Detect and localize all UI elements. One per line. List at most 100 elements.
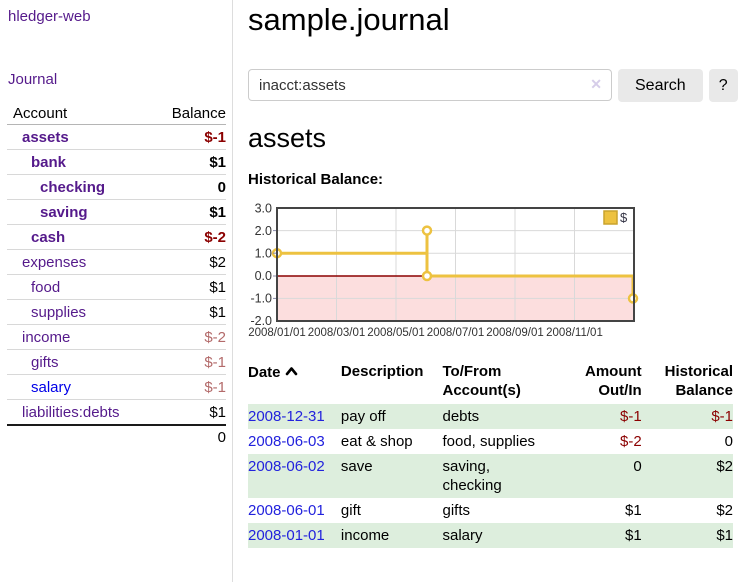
header-amount-outin: Amount Out/In [561, 360, 642, 404]
y-tick-label: 1.0 [255, 247, 272, 261]
y-tick-label: 3.0 [255, 202, 272, 216]
account-balance: $-1 [204, 378, 226, 396]
transaction-amount: $-1 [619, 408, 642, 425]
transaction-date-link[interactable]: 2008-06-03 [248, 433, 325, 450]
transaction-accounts: salary [442, 527, 483, 544]
legend-swatch [603, 210, 618, 225]
account-column-header: Account [13, 104, 68, 122]
search-input-wrap: ✕ [248, 69, 612, 101]
y-axis-labels: 3.0 2.0 1.0 0.0 -1.0 -2.0 [250, 202, 272, 328]
account-link-assets[interactable]: assets [22, 128, 69, 146]
header-date[interactable]: Date [248, 360, 341, 404]
account-link-supplies[interactable]: supplies [31, 303, 87, 321]
header-balance-line2: Balance [675, 382, 733, 399]
chart-legend: $ [603, 210, 628, 225]
header-tofrom-line2: Account(s) [442, 382, 521, 399]
header-description-label: Description [340, 363, 424, 380]
sidebar-item-journal[interactable]: Journal [8, 71, 58, 88]
account-balance: $-2 [204, 328, 226, 346]
account-link-expenses[interactable]: expenses [22, 253, 87, 271]
account-row: checking 0 [7, 175, 226, 200]
clear-search-icon[interactable]: ✕ [590, 76, 602, 92]
data-point [421, 270, 433, 282]
x-tick-label: 2008/05/01 [367, 327, 425, 339]
transaction-balance: $2 [716, 502, 733, 519]
account-balance: $1 [209, 203, 226, 221]
x-tick-label: 2008/07/01 [427, 327, 485, 339]
register-row: 2008-06-01 gift gifts $1 $2 [248, 498, 733, 523]
balance-column-header: Balance [171, 104, 226, 122]
account-balance: $1 [209, 153, 226, 171]
search-input[interactable] [248, 69, 612, 101]
header-tofrom-line1: To/From [442, 363, 502, 380]
transaction-amount: $1 [624, 527, 642, 544]
search-button[interactable]: Search [618, 69, 703, 102]
register-row: 2008-12-31 pay off debts $-1 $-1 [248, 404, 733, 429]
account-balance: $-1 [204, 353, 226, 371]
y-tick-label: 0.0 [255, 269, 272, 283]
header-amount-line1: Amount [585, 363, 642, 380]
account-link-bank[interactable]: bank [31, 153, 67, 171]
transaction-amount: $1 [624, 502, 642, 519]
transaction-description: pay off [340, 408, 386, 425]
account-balance: $2 [209, 253, 226, 271]
transaction-accounts: debts [442, 408, 480, 425]
account-row: food $1 [7, 275, 226, 300]
search-form: ✕ Search ? [248, 69, 738, 102]
transaction-amount: 0 [633, 458, 642, 475]
page-title: sample.journal [248, 2, 450, 37]
transaction-date-link[interactable]: 2008-01-01 [248, 527, 325, 544]
header-amount-line2: Out/In [598, 382, 642, 399]
register-row: 2008-06-02 save saving, checking 0 $2 [248, 454, 733, 498]
account-balance: $-1 [204, 128, 226, 146]
transaction-balance: $2 [716, 458, 733, 475]
account-row: gifts $-1 [7, 350, 226, 375]
account-link-checking[interactable]: checking [40, 178, 106, 196]
account-row: assets $-1 [7, 125, 226, 150]
account-link-gifts[interactable]: gifts [31, 353, 59, 371]
transaction-balance: $-1 [711, 408, 733, 425]
account-link-saving[interactable]: saving [40, 203, 88, 221]
account-link-salary[interactable]: salary [31, 378, 72, 396]
account-row: expenses $2 [7, 250, 226, 275]
sort-ascending-icon [285, 362, 298, 381]
plot-border [276, 207, 635, 322]
account-link-income[interactable]: income [22, 328, 71, 346]
y-tick-label: -1.0 [250, 292, 272, 306]
header-tofrom-accounts: To/From Account(s) [442, 360, 561, 404]
transaction-accounts: gifts [442, 502, 470, 519]
account-row: saving $1 [7, 200, 226, 225]
transaction-description: eat & shop [340, 433, 413, 450]
account-heading: assets [248, 123, 327, 153]
account-link-liabilities-debts[interactable]: liabilities:debts [22, 403, 120, 421]
register-header-row: Date Description To/From Account(s) Amou… [248, 360, 733, 404]
account-balance: 0 [217, 178, 226, 196]
register-table: Date Description To/From Account(s) Amou… [248, 360, 733, 548]
register-row: 2008-01-01 income salary $1 $1 [248, 523, 733, 548]
transaction-date-link[interactable]: 2008-06-01 [248, 502, 325, 519]
search-help-button[interactable]: ? [708, 69, 738, 102]
transaction-date-link[interactable]: 2008-12-31 [248, 408, 325, 425]
chart-title: Historical Balance: [248, 171, 384, 188]
data-point [421, 225, 433, 236]
account-link-food[interactable]: food [31, 278, 61, 296]
transaction-amount: $-2 [619, 433, 642, 450]
account-balance: $1 [209, 278, 226, 296]
x-tick-label: 2008/03/01 [308, 327, 366, 339]
transaction-balance: 0 [724, 433, 733, 450]
account-row: salary $-1 [7, 375, 226, 400]
x-tick-label: 2008/09/01 [486, 327, 544, 339]
transaction-date-link[interactable]: 2008-06-02 [248, 458, 325, 475]
header-balance-line1: Historical [664, 363, 733, 380]
x-tick-label: 2008/01/01 [248, 327, 306, 339]
account-balance: $1 [209, 303, 226, 321]
account-row: income $-2 [7, 325, 226, 350]
brand-link[interactable]: hledger-web [8, 8, 91, 25]
sidebar: hledger-web Journal Account Balance asse… [0, 0, 233, 582]
transaction-description: save [340, 458, 373, 475]
legend-label: $ [620, 210, 628, 225]
historical-balance-chart: 3.0 2.0 1.0 0.0 -1.0 -2.0 2008/01/01 200… [248, 202, 639, 339]
account-link-cash[interactable]: cash [31, 228, 66, 246]
y-tick-marks [273, 230, 276, 299]
